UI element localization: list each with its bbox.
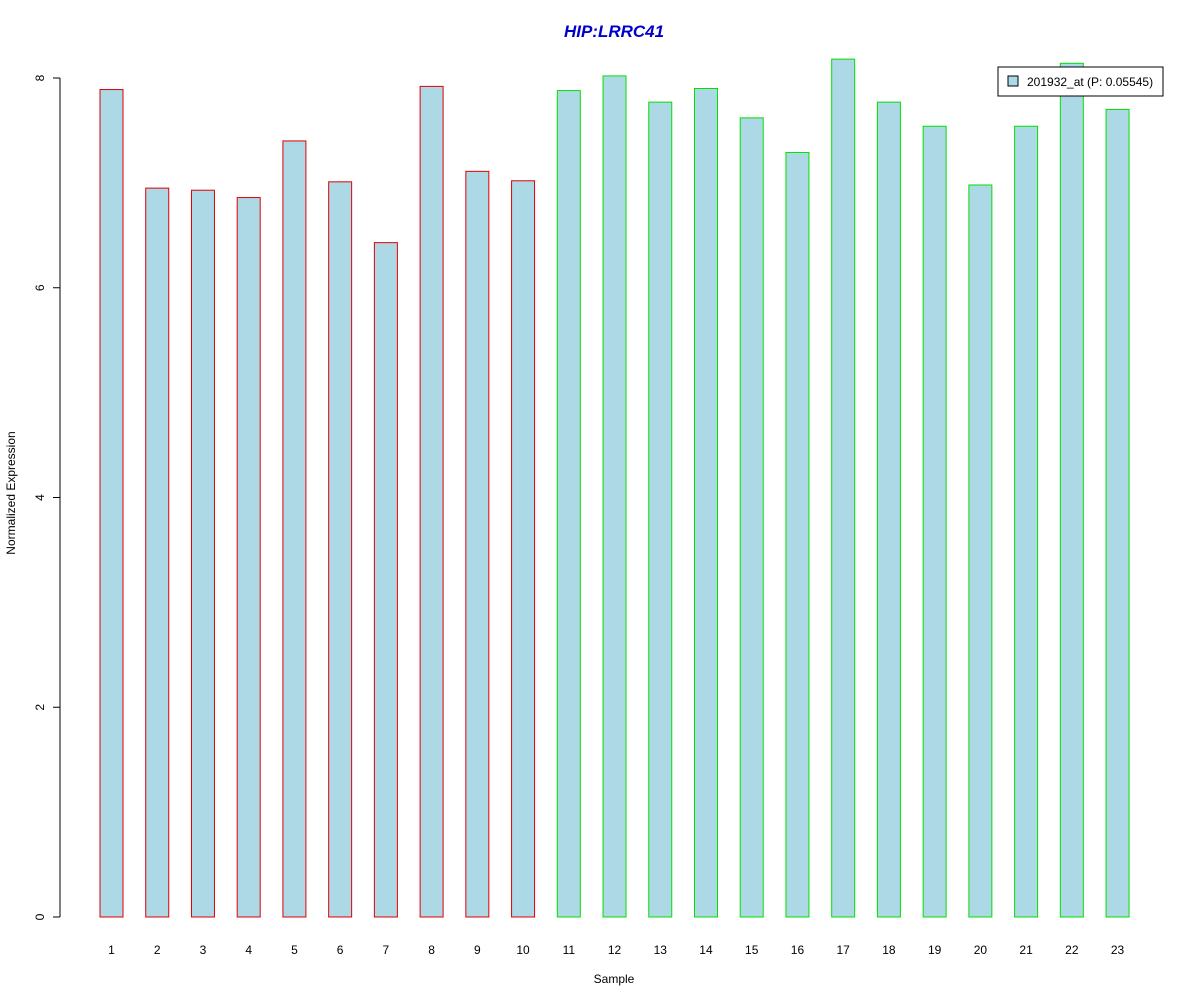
x-tick-label: 16 bbox=[791, 943, 805, 957]
x-tick-label: 8 bbox=[428, 943, 435, 957]
bar-sample-1 bbox=[99, 89, 124, 918]
x-tick-labels: 1 2 3 4 5 6 7 8 9 10 11 12 13 14 15 16 17 18 19 20 21 22 23 bbox=[108, 943, 1124, 957]
bar-sample-5 bbox=[282, 140, 307, 918]
y-tick-label: 8 bbox=[33, 74, 47, 81]
x-tick-label: 19 bbox=[928, 943, 942, 957]
x-tick-label: 12 bbox=[608, 943, 622, 957]
x-axis-label: Sample bbox=[594, 972, 635, 986]
bar-sample-3 bbox=[190, 189, 215, 918]
x-tick-label: 7 bbox=[383, 943, 390, 957]
x-tick-label: 14 bbox=[699, 943, 713, 957]
bar-sample-6 bbox=[328, 181, 353, 918]
bars-group bbox=[99, 58, 1130, 918]
x-tick-label: 4 bbox=[245, 943, 252, 957]
y-tick-label: 2 bbox=[33, 704, 47, 711]
y-tick-label: 4 bbox=[33, 494, 47, 501]
bar-sample-14 bbox=[693, 87, 718, 918]
bar-sample-12 bbox=[602, 75, 627, 918]
bar-sample-9 bbox=[465, 170, 490, 918]
bar-sample-2 bbox=[145, 187, 170, 918]
x-tick-label: 9 bbox=[474, 943, 481, 957]
bar-sample-17 bbox=[831, 58, 856, 918]
legend-swatch bbox=[1007, 75, 1019, 87]
chart-title: HIP:LRRC41 bbox=[564, 22, 664, 41]
x-tick-label: 1 bbox=[108, 943, 115, 957]
x-tick-label: 5 bbox=[291, 943, 298, 957]
x-tick-label: 21 bbox=[1019, 943, 1033, 957]
x-tick-label: 23 bbox=[1111, 943, 1125, 957]
bar-sample-16 bbox=[785, 151, 810, 918]
bar-sample-4 bbox=[236, 197, 261, 918]
x-tick-label: 17 bbox=[837, 943, 851, 957]
bar-sample-22 bbox=[1059, 62, 1084, 918]
bar-sample-10 bbox=[511, 180, 536, 918]
bar-sample-20 bbox=[968, 184, 993, 918]
bar-sample-18 bbox=[876, 101, 901, 918]
x-tick-label: 6 bbox=[337, 943, 344, 957]
x-tick-label: 20 bbox=[974, 943, 988, 957]
bar-sample-8 bbox=[419, 85, 444, 918]
y-tick-label: 0 bbox=[33, 913, 47, 920]
y-axis: 0 2 4 6 8 bbox=[33, 74, 61, 920]
x-tick-label: 15 bbox=[745, 943, 759, 957]
x-tick-label: 18 bbox=[882, 943, 896, 957]
bar-sample-11 bbox=[556, 90, 581, 918]
y-axis-label: Normalized Expression bbox=[4, 431, 18, 554]
bar-sample-19 bbox=[922, 125, 947, 918]
bar-sample-7 bbox=[373, 242, 398, 918]
bar-sample-13 bbox=[648, 101, 673, 918]
x-tick-label: 22 bbox=[1065, 943, 1079, 957]
x-tick-label: 10 bbox=[516, 943, 530, 957]
x-tick-label: 13 bbox=[654, 943, 668, 957]
legend-entry-label: 201932_at (P: 0.05545) bbox=[1027, 75, 1153, 89]
legend: 201932_at (P: 0.05545) bbox=[997, 66, 1164, 97]
bar-sample-21 bbox=[1014, 125, 1039, 918]
x-tick-label: 11 bbox=[563, 943, 576, 957]
y-tick-label: 6 bbox=[33, 284, 47, 291]
bar-sample-23 bbox=[1105, 108, 1130, 918]
bar-sample-15 bbox=[739, 117, 764, 918]
legend-box bbox=[997, 66, 1164, 97]
x-tick-label: 3 bbox=[200, 943, 207, 957]
x-tick-label: 2 bbox=[154, 943, 161, 957]
